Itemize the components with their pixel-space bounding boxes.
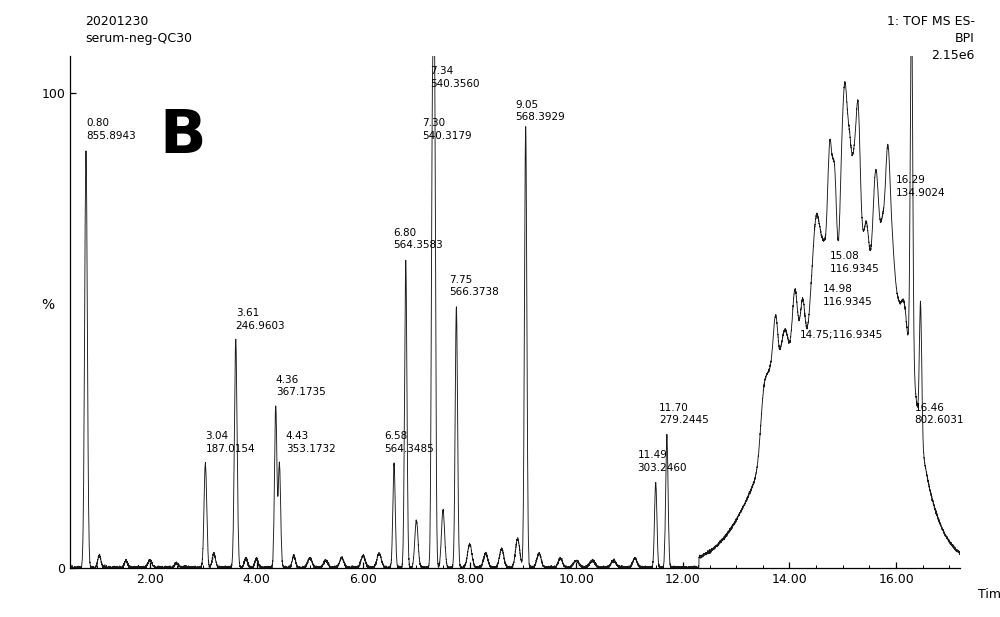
Text: 4.36
367.1735: 4.36 367.1735 — [276, 375, 325, 397]
Text: 14.98
116.9345: 14.98 116.9345 — [823, 284, 872, 307]
Text: 7.75
566.3738: 7.75 566.3738 — [449, 275, 499, 297]
Text: 7.34
540.3560: 7.34 540.3560 — [430, 66, 479, 89]
Text: 3.04
187.0154: 3.04 187.0154 — [205, 431, 255, 454]
Text: 16.29
134.9024: 16.29 134.9024 — [896, 175, 946, 198]
Text: serum-neg-QC30: serum-neg-QC30 — [85, 32, 192, 45]
Text: 4.43
353.1732: 4.43 353.1732 — [286, 431, 336, 454]
Text: 15.08
116.9345: 15.08 116.9345 — [829, 251, 879, 274]
Text: 11.70
279.2445: 11.70 279.2445 — [659, 403, 709, 425]
Y-axis label: %: % — [41, 297, 54, 312]
Text: 0.80
855.8943: 0.80 855.8943 — [86, 118, 136, 141]
Text: 14.75;116.9345: 14.75;116.9345 — [800, 330, 883, 340]
Text: 6.58
564.3485: 6.58 564.3485 — [384, 431, 434, 454]
Text: 6.80
564.3583: 6.80 564.3583 — [393, 228, 443, 250]
Text: 11.49
303.2460: 11.49 303.2460 — [638, 450, 687, 473]
Text: 20201230: 20201230 — [85, 15, 148, 28]
Text: 16.46
802.6031: 16.46 802.6031 — [915, 403, 964, 425]
Text: B: B — [159, 107, 206, 166]
Text: 3.61
246.9603: 3.61 246.9603 — [236, 308, 285, 331]
Text: 9.05
568.3929: 9.05 568.3929 — [515, 99, 565, 122]
Text: 1: TOF MS ES-
BPI
2.15e6: 1: TOF MS ES- BPI 2.15e6 — [887, 15, 975, 62]
Text: Time: Time — [978, 588, 1000, 601]
Text: 7.30
540.3179: 7.30 540.3179 — [422, 118, 471, 141]
